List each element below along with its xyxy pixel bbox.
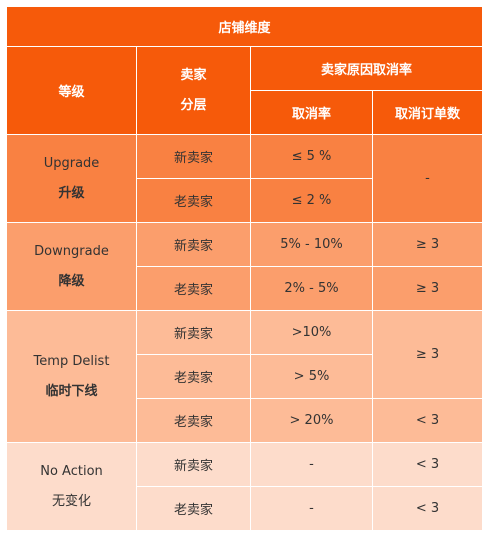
rate: >10%: [250, 310, 373, 355]
col-tier-line: 分层: [180, 97, 207, 113]
col-tier: 卖家 分层: [136, 46, 251, 135]
count: < 3: [371, 442, 484, 487]
col-level: 等级: [6, 46, 137, 135]
level-en: Upgrade: [43, 155, 100, 171]
tier: 新卖家: [136, 310, 251, 355]
tier: 老卖家: [136, 354, 251, 399]
count: ≥ 3: [371, 222, 484, 267]
tier: 老卖家: [136, 486, 251, 531]
col-tier-line: 卖家: [180, 67, 207, 83]
rate: ≤ 5 %: [250, 134, 373, 179]
tier: 老卖家: [136, 398, 251, 443]
rate: -: [250, 486, 373, 531]
count: < 3: [371, 398, 484, 443]
policy-table: 店铺维度 等级 卖家分层 卖家原因取消率 取消率 取消订单数 Upgrade 升级…: [5, 6, 484, 531]
count: ≥ 3: [371, 266, 484, 311]
rate: 2% - 5%: [250, 266, 373, 311]
level-zh: 升级: [58, 185, 85, 201]
tier: 新卖家: [136, 442, 251, 487]
rate: 5% - 10%: [250, 222, 373, 267]
table-title: 店铺维度: [5, 6, 484, 47]
level: Downgrade 降级: [6, 222, 137, 311]
tier: 老卖家: [136, 178, 251, 223]
level-en: Downgrade: [34, 243, 109, 259]
col-cancel-rate: 取消率: [250, 90, 373, 135]
count: -: [371, 134, 484, 223]
level-zh: 降级: [58, 273, 85, 289]
level-en: Temp Delist: [33, 353, 110, 369]
rate: ≤ 2 %: [250, 178, 373, 223]
count: < 3: [371, 486, 484, 531]
level: No Action 无变化: [6, 442, 137, 531]
rate: > 5%: [250, 354, 373, 399]
level: Temp Delist 临时下线: [6, 310, 137, 443]
level-zh: 无变化: [51, 493, 91, 509]
level: Upgrade 升级: [6, 134, 137, 223]
tier: 新卖家: [136, 134, 251, 179]
level-en: No Action: [40, 463, 103, 479]
rate: -: [250, 442, 373, 487]
col-seller-cancel: 卖家原因取消率: [249, 46, 484, 91]
col-cancel-count: 取消订单数: [371, 90, 484, 135]
level-zh: 临时下线: [45, 383, 98, 399]
tier: 老卖家: [136, 266, 251, 311]
count: ≥ 3: [371, 310, 484, 399]
tier: 新卖家: [136, 222, 251, 267]
rate: > 20%: [250, 398, 373, 443]
